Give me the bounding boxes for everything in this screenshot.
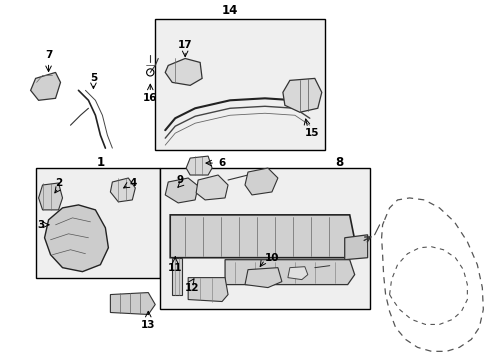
Text: 12: 12 <box>184 283 199 293</box>
Bar <box>36 168 160 278</box>
Polygon shape <box>165 58 202 85</box>
Polygon shape <box>188 278 227 302</box>
Bar <box>155 19 324 150</box>
Polygon shape <box>172 258 182 294</box>
Polygon shape <box>244 168 277 195</box>
Text: 1: 1 <box>96 156 104 168</box>
Text: 15: 15 <box>304 128 318 138</box>
Text: 17: 17 <box>178 40 192 50</box>
Text: 4: 4 <box>129 178 137 188</box>
Text: 6: 6 <box>218 158 225 168</box>
Polygon shape <box>165 178 198 203</box>
Text: 3: 3 <box>37 220 44 230</box>
Polygon shape <box>224 260 354 285</box>
Polygon shape <box>186 156 212 175</box>
Text: 10: 10 <box>264 253 279 263</box>
Polygon shape <box>170 215 354 258</box>
Polygon shape <box>31 72 61 100</box>
Text: 8: 8 <box>335 156 343 168</box>
Polygon shape <box>44 205 108 272</box>
Polygon shape <box>110 178 135 202</box>
Text: 13: 13 <box>141 320 155 330</box>
Text: 5: 5 <box>90 73 97 84</box>
Text: 2: 2 <box>55 178 62 188</box>
Polygon shape <box>39 183 62 210</box>
Text: 14: 14 <box>222 4 238 17</box>
Polygon shape <box>283 78 321 112</box>
Polygon shape <box>196 175 227 200</box>
Bar <box>160 168 369 310</box>
Polygon shape <box>344 235 367 260</box>
Polygon shape <box>287 267 307 280</box>
Polygon shape <box>110 293 155 315</box>
Polygon shape <box>244 268 281 288</box>
Text: 9: 9 <box>176 175 183 185</box>
Text: 16: 16 <box>142 93 157 103</box>
Text: 11: 11 <box>167 263 182 273</box>
Text: 7: 7 <box>45 50 52 60</box>
